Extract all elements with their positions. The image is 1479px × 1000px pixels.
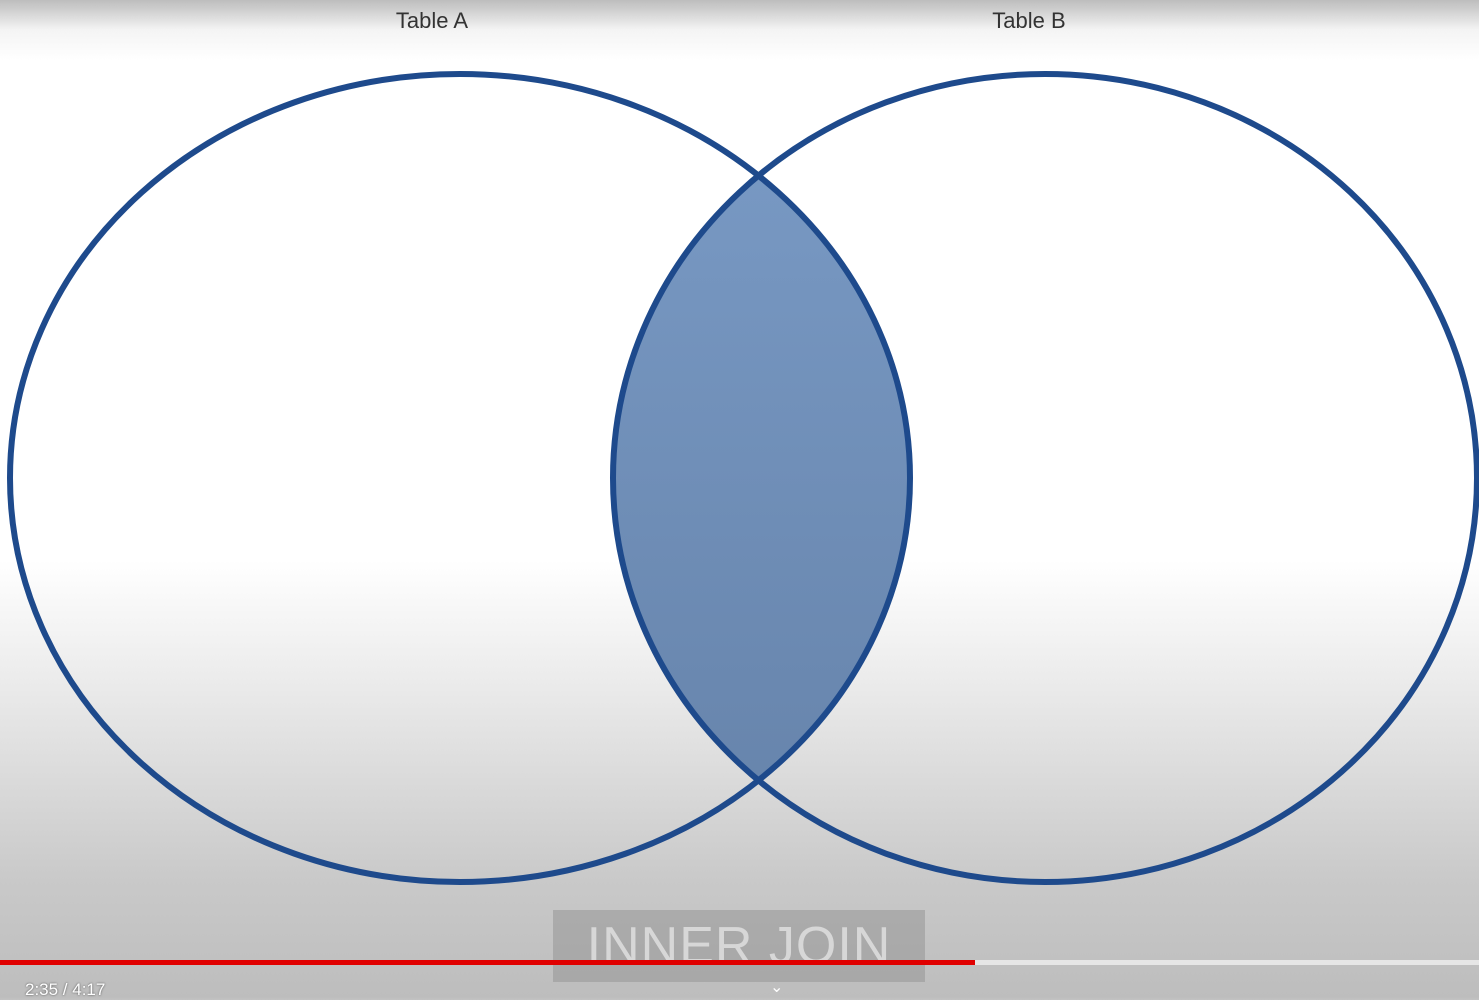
- circle-table-a: [7, 71, 913, 885]
- progress-bar[interactable]: [0, 960, 1479, 965]
- inner-join-caption: INNER JOIN: [553, 910, 925, 982]
- intersection-region: [613, 74, 910, 882]
- table-b-label: Table B: [992, 8, 1066, 33]
- time-display: 2:35 / 4:17: [25, 980, 106, 999]
- circle-table-b: [610, 71, 1479, 885]
- progress-bar-played: [0, 960, 975, 965]
- chevron-down-icon[interactable]: ⌄: [770, 979, 784, 996]
- table-a-label: Table A: [395, 8, 469, 33]
